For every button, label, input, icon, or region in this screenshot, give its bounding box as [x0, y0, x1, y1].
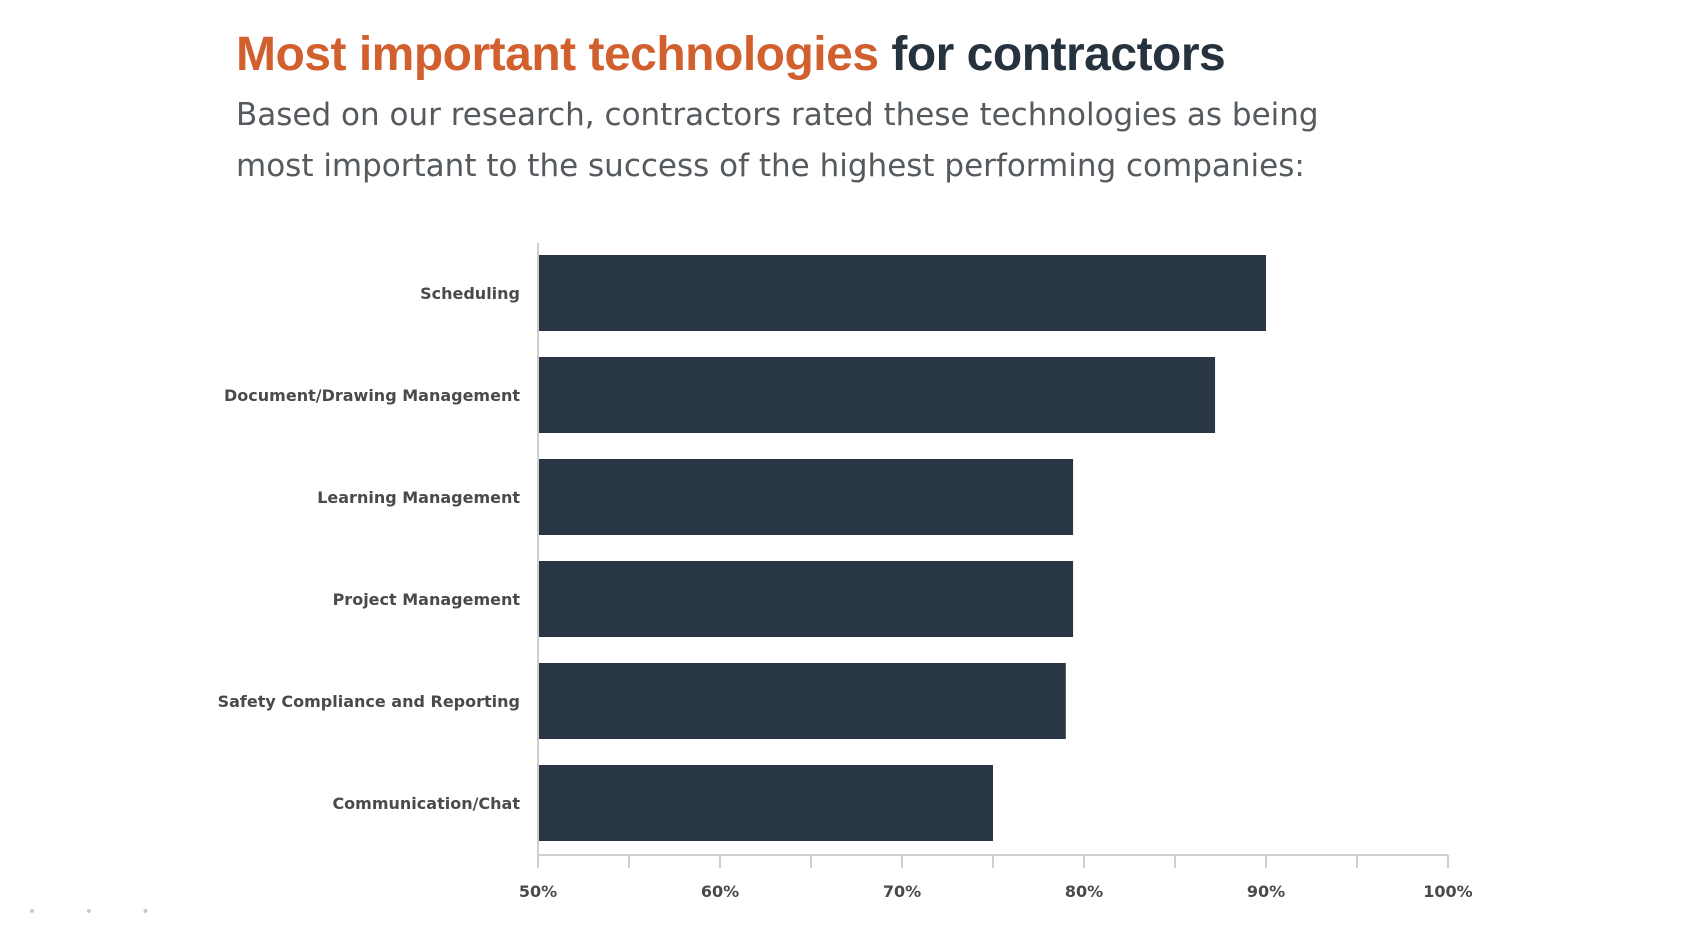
title-accent: Most important technologies [236, 28, 879, 81]
bar [539, 459, 1074, 535]
chart-header: Most important technologies for contract… [236, 24, 1486, 192]
title-rest: for contractors [891, 28, 1226, 81]
x-tick-label: 90% [1247, 882, 1285, 901]
chart-subtitle: Based on our research, contractors rated… [236, 90, 1486, 192]
category-label: Scheduling [420, 284, 520, 303]
x-tick-label: 100% [1423, 882, 1472, 901]
subtitle-line-2: most important to the success of the hig… [236, 148, 1305, 184]
x-tick-label: 70% [883, 882, 921, 901]
bar [539, 765, 993, 841]
x-tick-label: 80% [1065, 882, 1103, 901]
x-tick-label: 50% [519, 882, 557, 901]
bar [539, 357, 1216, 433]
category-label: Document/Drawing Management [224, 386, 520, 405]
subtitle-line-1: Based on our research, contractors rated… [236, 97, 1319, 133]
category-label: Project Management [333, 590, 521, 609]
bar [539, 255, 1266, 331]
x-tick-label: 60% [701, 882, 739, 901]
category-label: Communication/Chat [332, 794, 520, 813]
slide-dots-decoration: • • • [28, 904, 172, 920]
bar [539, 663, 1066, 739]
category-label: Safety Compliance and Reporting [218, 692, 520, 711]
bar [539, 561, 1074, 637]
category-label: Learning Management [317, 488, 520, 507]
chart-title: Most important technologies for contract… [236, 24, 1486, 86]
